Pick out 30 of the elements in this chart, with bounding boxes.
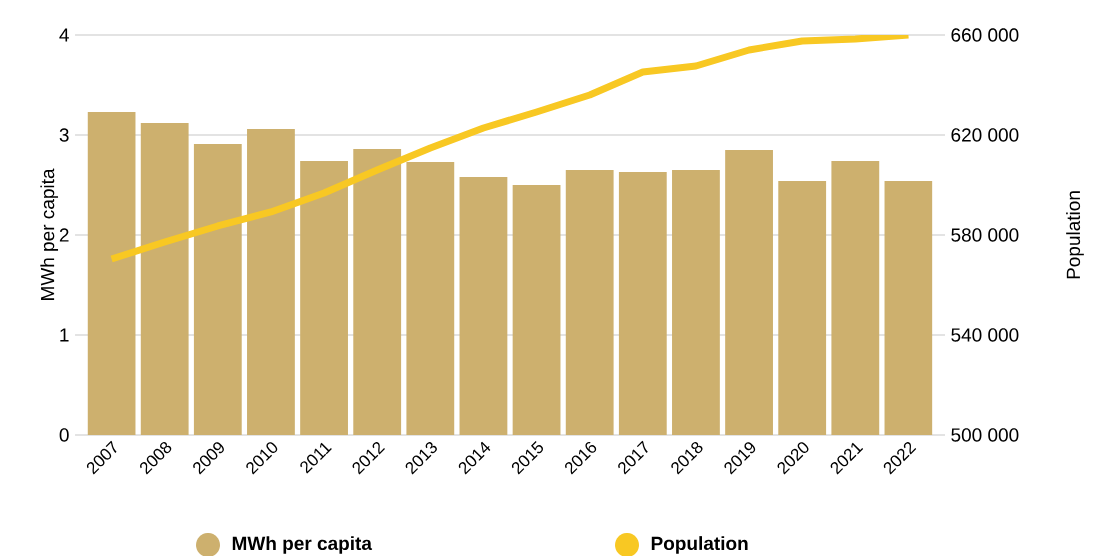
- y2-axis-title: Population: [1066, 191, 1084, 279]
- bar: [831, 160, 880, 435]
- bar: [300, 160, 348, 435]
- bar: [87, 111, 136, 435]
- y-tick-label: 1: [60, 328, 69, 342]
- bar: [247, 128, 295, 435]
- bar: [672, 169, 720, 435]
- y-tick-label: 3: [59, 128, 69, 142]
- bar: [140, 122, 189, 435]
- bar: [353, 148, 402, 435]
- y-tick-label: 2: [59, 228, 69, 242]
- y-tick-label: 4: [59, 28, 69, 42]
- bar: [193, 143, 242, 435]
- bar: [778, 180, 827, 435]
- y2-tick-label: 660 000: [951, 28, 1019, 42]
- y2-tick-label: 500 000: [951, 428, 1019, 442]
- y2-tick-label: 540 000: [951, 328, 1019, 342]
- bar: [725, 149, 773, 435]
- bar: [459, 176, 508, 435]
- legend-label: MWh per capita: [232, 536, 373, 554]
- y-tick-label: 0: [59, 428, 69, 442]
- bar: [406, 161, 455, 435]
- y2-tick-label: 620 000: [951, 128, 1019, 142]
- bar: [618, 171, 667, 435]
- legend-label: Population: [651, 536, 748, 554]
- bar: [565, 169, 614, 435]
- y2-tick-label: 580 000: [951, 228, 1019, 242]
- bar: [512, 184, 561, 435]
- bar: [884, 180, 933, 435]
- y-axis-title: MWh per capita: [40, 168, 59, 300]
